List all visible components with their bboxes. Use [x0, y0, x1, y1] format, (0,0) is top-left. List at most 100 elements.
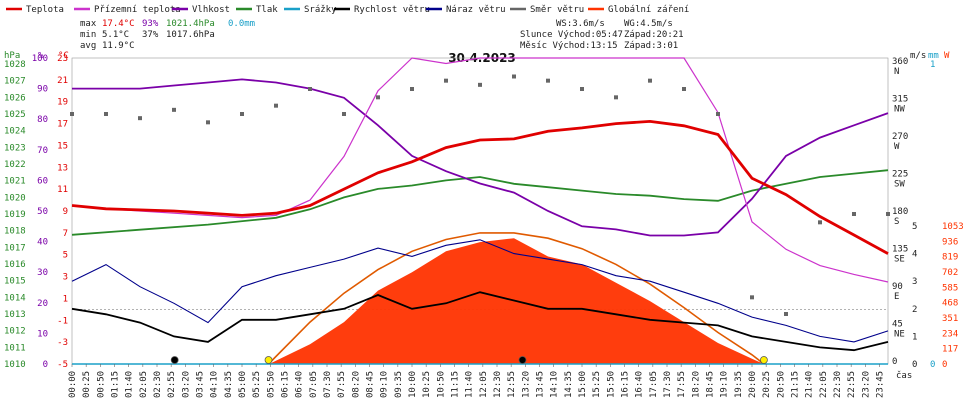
c-tick: 5 — [63, 251, 68, 261]
dir-tick: 360 — [892, 57, 908, 67]
x-tick-label: 07:30 — [323, 371, 333, 398]
x-tick-label: 02:30 — [153, 371, 163, 398]
w-tick: 117 — [942, 345, 958, 355]
wind-dir-point — [478, 82, 482, 87]
c-tick: 23 — [57, 54, 68, 64]
hpa-tick: 1022 — [4, 160, 26, 170]
pct-tick: 40 — [37, 238, 48, 248]
dir-tick: 225 — [892, 170, 908, 180]
wind-dir-point — [206, 120, 210, 125]
pct-tick: 50 — [37, 207, 48, 217]
info-block: WS:3.6m/s WG:4.5m/s Slunce Východ:05:47 … — [520, 19, 684, 51]
x-tick-label: 17:30 — [663, 371, 673, 398]
pct-tick: 100 — [32, 54, 48, 64]
c-tick: 7 — [63, 229, 68, 239]
stat-max-temp: 17.4°C — [102, 19, 135, 29]
hpa-tick: 1018 — [4, 227, 26, 237]
x-tick-label: 00:00 — [68, 371, 78, 398]
wind-dir-point — [716, 112, 720, 116]
ms-tick: 4 — [912, 250, 917, 260]
x-tick-label: 20:50 — [776, 371, 786, 398]
dir-label: SE — [894, 255, 905, 265]
x-tick-label: 09:35 — [394, 371, 404, 398]
plot-area — [70, 57, 890, 365]
hpa-tick: 1024 — [4, 127, 26, 137]
x-tick-label: 04:35 — [224, 371, 234, 398]
stat-min-hum: 37% — [142, 30, 159, 40]
x-tick-label: 10:50 — [436, 371, 446, 398]
legend: Teplota Přízemní teplota Vlhkost Tlak Sr… — [6, 5, 689, 15]
unit-w: W — [944, 51, 950, 61]
stat-min-label: min — [80, 30, 96, 40]
c-tick: 13 — [57, 163, 68, 173]
x-tick-label: 08:20 — [351, 371, 361, 398]
x-tick-label: 13:45 — [536, 371, 546, 398]
wind-dir-point — [546, 78, 550, 83]
wind-dir-point — [342, 112, 346, 116]
x-tick-label: 12:55 — [507, 371, 517, 398]
legend-rychlost: Rychlost větru — [354, 5, 430, 15]
dir-tick: 135 — [892, 245, 908, 255]
dir-label: SW — [894, 180, 905, 190]
c-tick: 1 — [63, 294, 68, 304]
hpa-tick: 1017 — [4, 243, 26, 253]
dir-tick: 45 — [892, 320, 903, 330]
legend-vlhkost: Vlhkost — [192, 5, 230, 15]
c-tick: 3 — [63, 273, 68, 283]
x-tick-label: 01:40 — [125, 371, 135, 398]
c-tick: 21 — [57, 76, 68, 86]
stat-min-press: 1017.6hPa — [166, 30, 215, 40]
info-wg: WG:4.5m/s — [624, 19, 673, 29]
x-tick-label: 15:50 — [606, 371, 616, 398]
wind-dir-point — [852, 212, 856, 216]
stat-max-label: max — [80, 19, 97, 29]
legend-smer: Směr větru — [530, 5, 584, 15]
c-tick: -5 — [57, 360, 68, 370]
ms-tick: 1 — [912, 332, 917, 342]
x-tick-label: 17:55 — [677, 371, 687, 398]
x-tick-label: 14:10 — [550, 371, 560, 398]
x-tick-label: 07:55 — [337, 371, 347, 398]
x-tick-label: 12:05 — [479, 371, 489, 398]
event-sunset — [760, 356, 768, 364]
wind-dir-point — [886, 212, 890, 216]
x-tick-label: 15:25 — [592, 371, 602, 398]
dir-tick: 90 — [892, 282, 903, 292]
hpa-tick: 1026 — [4, 93, 26, 103]
hpa-tick: 1027 — [4, 77, 26, 87]
dir-tick: 270 — [892, 132, 908, 142]
wind-dir-point — [104, 112, 108, 116]
series-ground-temp — [71, 57, 889, 283]
series-humidity — [72, 78, 889, 237]
legend-teplota: Teplota — [26, 5, 64, 15]
pct-tick: 0 — [43, 360, 48, 370]
event-moonrise — [518, 356, 527, 364]
x-tick-label: 10:00 — [408, 371, 418, 398]
x-tick-label: 05:25 — [252, 371, 262, 398]
stat-avg-label: avg — [80, 41, 96, 51]
wind-dir-point — [512, 74, 516, 79]
wind-dir-point — [240, 112, 244, 116]
pct-tick: 10 — [37, 329, 48, 339]
wind-dir-point — [818, 220, 822, 225]
series-wind-speed — [71, 291, 889, 352]
wind-dir-point — [648, 78, 652, 83]
dir-tick: 0 — [892, 357, 897, 367]
legend-srazky: Srážky — [304, 5, 337, 15]
hpa-tick: 1028 — [4, 60, 26, 70]
legend-prizemni: Přízemní teplota — [94, 5, 181, 15]
x-tick-label: 15:00 — [578, 371, 588, 398]
stat-max-hum: 93% — [142, 19, 159, 29]
pct-tick: 80 — [37, 115, 48, 125]
x-tick-label: 17:05 — [649, 371, 659, 398]
x-tick-label: 20:25 — [762, 371, 772, 398]
x-tick-label: 06:40 — [295, 371, 305, 398]
unit-ms: m/s — [910, 51, 926, 61]
dir-label: NE — [894, 330, 905, 340]
axes: 1028102710261025102410231022102110201019… — [4, 54, 964, 398]
wind-dir-point — [580, 87, 584, 91]
pct-tick: 60 — [37, 176, 48, 186]
dir-label: NW — [894, 105, 905, 115]
x-tick-label: 00:50 — [96, 371, 106, 398]
stat-max-rain: 0.0mm — [228, 19, 255, 29]
